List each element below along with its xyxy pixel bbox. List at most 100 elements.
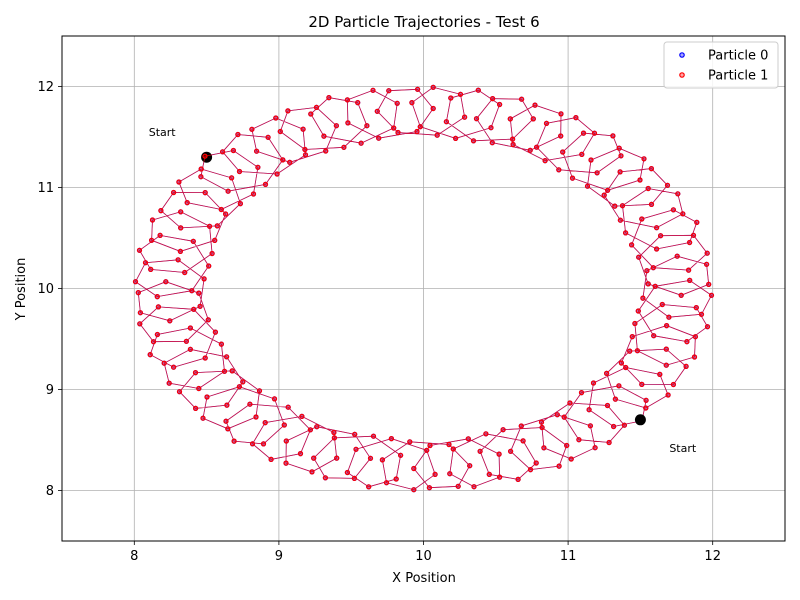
trajectory-point (554, 412, 560, 418)
trajectory-point (323, 148, 329, 154)
trajectory-point (470, 138, 477, 144)
trajectory-point (313, 104, 320, 111)
trajectory-point (250, 191, 257, 197)
legend-marker (679, 52, 685, 58)
trajectory-point (568, 456, 574, 462)
y-tick-label: 12 (37, 80, 54, 95)
trajectory-point (645, 185, 651, 192)
trajectory-point (586, 407, 592, 413)
trajectory-point (632, 320, 638, 327)
trajectory-point (240, 379, 246, 385)
trajectory-point (149, 217, 156, 223)
trajectory-point (621, 422, 628, 428)
trajectory-point (448, 95, 454, 101)
trajectory-point (247, 401, 253, 407)
trajectory-point (171, 189, 177, 196)
trajectory-point (283, 438, 289, 444)
trajectory-point (411, 465, 417, 472)
trajectory-point (424, 447, 430, 453)
trajectory-point (663, 346, 669, 352)
trajectory-point (176, 389, 183, 395)
trajectory-point (235, 131, 241, 138)
trajectory-point (271, 396, 278, 402)
trajectory-point (149, 237, 155, 243)
trajectory-point (192, 370, 199, 376)
trajectory-point (398, 452, 404, 458)
trajectory-point (533, 460, 539, 466)
start-annotation: Start (149, 126, 177, 139)
trajectory-point (309, 469, 315, 475)
trajectory-point (453, 135, 459, 141)
trajectory-point (154, 294, 160, 300)
trajectory-point (154, 331, 160, 338)
trajectory-point (178, 209, 184, 215)
trajectory-point (414, 128, 420, 135)
trajectory-point (220, 149, 226, 155)
trajectory-point (198, 174, 204, 180)
trajectory-point (157, 232, 163, 238)
trajectory-point (230, 147, 236, 154)
trajectory-point (137, 310, 143, 316)
trajectory-point (394, 100, 400, 106)
trajectory-point (477, 448, 483, 454)
trajectory-point (601, 192, 607, 198)
trajectory-point (515, 476, 521, 482)
trajectory-point (280, 157, 286, 163)
trajectory-point (308, 111, 314, 117)
trajectory-point (148, 266, 154, 272)
trajectory-point (155, 304, 161, 310)
trajectory-point (434, 132, 440, 138)
trajectory-point (450, 446, 456, 452)
trajectory-point (333, 123, 339, 129)
trajectory-point (684, 339, 690, 345)
trajectory-point (189, 288, 195, 294)
trajectory-point (567, 400, 573, 406)
trajectory-point (223, 418, 229, 424)
trajectory-point (302, 152, 309, 158)
trajectory-point (187, 346, 193, 352)
trajectory-point (132, 279, 139, 285)
trajectory-point (541, 445, 547, 451)
trajectory-point (650, 265, 656, 271)
trajectory-point (588, 157, 594, 163)
trajectory-point (674, 253, 680, 259)
trajectory-point (648, 201, 655, 207)
trajectory-point (665, 392, 671, 398)
trajectory-point (606, 439, 612, 446)
trajectory-point (664, 182, 671, 188)
trajectory-point (690, 232, 697, 238)
trajectory-point (635, 308, 641, 314)
trajectory-point (543, 120, 550, 127)
trajectory-point (564, 442, 570, 449)
trajectory-point (603, 370, 610, 376)
trajectory-point (612, 203, 618, 209)
trajectory-point (675, 191, 681, 197)
trajectory-point (587, 423, 594, 429)
trajectory-point (297, 451, 304, 457)
trajectory-point (489, 140, 495, 146)
trajectory-point (202, 190, 208, 196)
trajectory-point (167, 318, 173, 324)
trajectory-point (256, 388, 263, 394)
trajectory-point (653, 225, 660, 231)
trajectory-point (670, 207, 677, 213)
trajectory-point (187, 325, 193, 331)
trajectory-point (171, 364, 177, 370)
trajectory-point (518, 423, 524, 429)
trajectory-point (184, 200, 190, 206)
trajectory-point (236, 384, 242, 390)
trajectory-point (634, 348, 641, 354)
trajectory-point (322, 475, 328, 481)
trajectory-point (698, 311, 705, 317)
trajectory-point (617, 217, 624, 223)
trajectory-point (206, 263, 212, 269)
trajectory-point (366, 484, 372, 490)
trajectory-point (641, 156, 647, 162)
trajectory-point (274, 171, 280, 177)
annotations: Start Start (149, 126, 697, 455)
trajectory-point (683, 363, 689, 369)
trajectory-point (326, 94, 332, 101)
trajectory-point (218, 206, 224, 213)
trajectory-point (178, 225, 184, 231)
trajectory-point (639, 216, 645, 222)
